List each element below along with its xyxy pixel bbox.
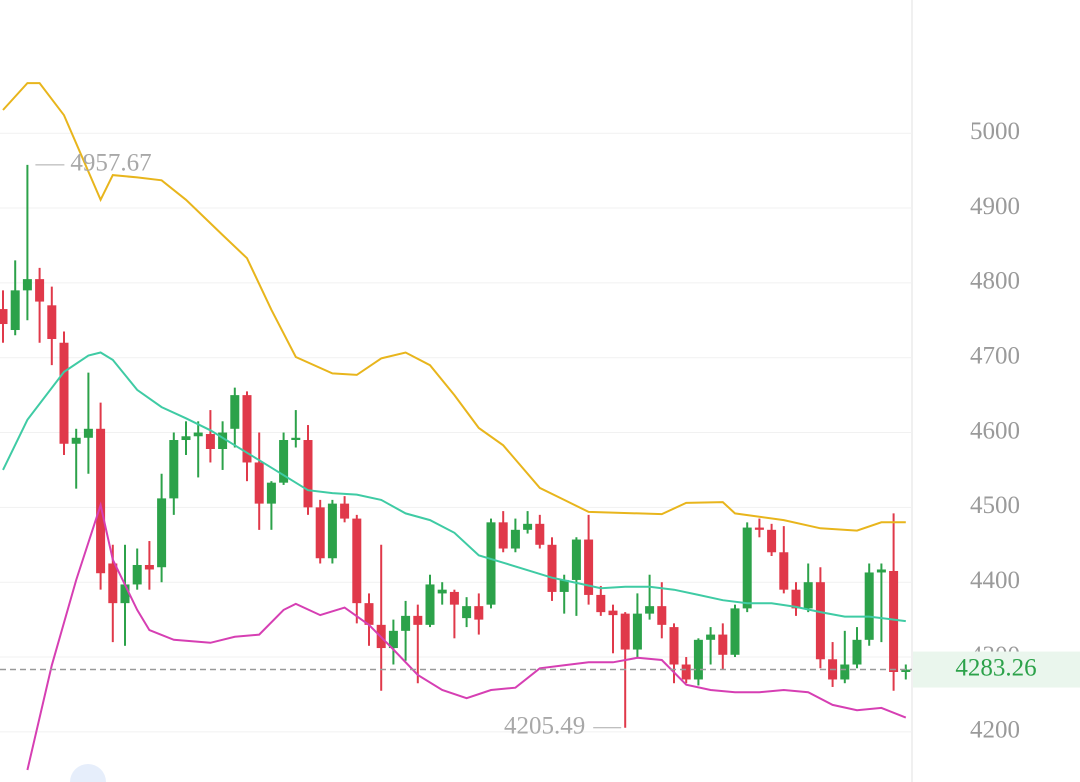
candle-body bbox=[193, 432, 203, 437]
candle-body bbox=[718, 634, 728, 655]
candle-body bbox=[132, 564, 142, 585]
candle-body bbox=[486, 522, 496, 605]
candle-body bbox=[632, 613, 642, 650]
last-price-label: 4283.26 bbox=[955, 654, 1036, 681]
candle-body bbox=[571, 539, 581, 580]
candle-body bbox=[291, 437, 301, 441]
candle-body bbox=[96, 428, 106, 574]
indicator-line bbox=[2, 351, 906, 623]
candle-body bbox=[803, 582, 813, 609]
candle-body bbox=[791, 589, 801, 609]
y-tick-label: 4600 bbox=[970, 417, 1020, 444]
candle-body bbox=[864, 572, 874, 640]
candle-body bbox=[742, 527, 752, 609]
candle-body bbox=[364, 603, 374, 625]
candle-body bbox=[510, 529, 520, 549]
low-label: 4205.49 bbox=[504, 712, 585, 739]
candle-body bbox=[120, 584, 130, 604]
indicator-line bbox=[26, 501, 907, 771]
candle-body bbox=[449, 591, 459, 605]
candle-body bbox=[608, 610, 618, 616]
candle-body bbox=[779, 552, 789, 590]
plot-area bbox=[0, 82, 912, 771]
y-tick-label: 4200 bbox=[970, 717, 1020, 744]
candle-body bbox=[889, 570, 899, 672]
candle-body bbox=[47, 305, 57, 339]
candle-body bbox=[876, 569, 886, 573]
candle-body bbox=[620, 613, 630, 650]
candle-body bbox=[474, 606, 484, 620]
candle-body bbox=[327, 503, 337, 559]
candle-body bbox=[840, 664, 850, 680]
indicator-line bbox=[2, 82, 906, 532]
y-tick-label: 4900 bbox=[970, 193, 1020, 220]
candle-body bbox=[681, 664, 691, 680]
candle-body bbox=[266, 482, 276, 504]
candle-body bbox=[413, 615, 423, 625]
candle-body bbox=[815, 582, 825, 660]
candle-body bbox=[230, 395, 240, 429]
y-tick-label: 4400 bbox=[970, 567, 1020, 594]
candle-body bbox=[559, 579, 569, 592]
candle-body bbox=[754, 527, 764, 530]
candle-body bbox=[645, 606, 655, 614]
candle-body bbox=[340, 503, 350, 519]
candle-body bbox=[254, 462, 264, 504]
candle-body bbox=[767, 529, 777, 553]
candle-body bbox=[706, 634, 716, 640]
candle-body bbox=[730, 608, 740, 655]
candle-body bbox=[71, 437, 81, 444]
candle-body bbox=[437, 589, 447, 594]
candle-body bbox=[596, 594, 606, 613]
y-tick-label: 5000 bbox=[970, 118, 1020, 145]
candle-body bbox=[169, 440, 179, 499]
candle-body bbox=[279, 440, 289, 483]
y-tick-label: 4800 bbox=[970, 268, 1020, 295]
candle-body bbox=[35, 279, 45, 302]
candle-body bbox=[10, 290, 20, 331]
candle-body bbox=[401, 615, 411, 631]
candle-body bbox=[462, 606, 472, 619]
candle-body bbox=[0, 309, 8, 325]
candle-body bbox=[218, 432, 228, 449]
candle-body bbox=[901, 669, 911, 672]
candle-body bbox=[181, 436, 191, 441]
last-price-box bbox=[913, 651, 1080, 688]
y-tick-label: 4700 bbox=[970, 342, 1020, 369]
candle-body bbox=[242, 395, 252, 463]
candle-body bbox=[108, 563, 118, 604]
candle-body bbox=[547, 544, 557, 592]
candle-body bbox=[584, 539, 594, 595]
icon bbox=[70, 764, 106, 782]
candle-body bbox=[144, 564, 154, 570]
candle-body bbox=[303, 440, 313, 508]
candle-body bbox=[388, 630, 398, 649]
candle-body bbox=[657, 606, 667, 625]
candle-body bbox=[22, 279, 32, 291]
candle-body bbox=[157, 498, 167, 568]
y-tick-label: 4500 bbox=[970, 492, 1020, 519]
candle-body bbox=[315, 507, 325, 559]
candle-body bbox=[669, 627, 679, 665]
candle-body bbox=[205, 434, 215, 449]
candle-body bbox=[535, 523, 545, 545]
candle-body bbox=[693, 639, 703, 680]
candle-body bbox=[523, 523, 533, 530]
candle-body bbox=[59, 342, 69, 444]
candle-body bbox=[852, 639, 862, 665]
candle-body bbox=[498, 522, 508, 549]
candle-body bbox=[352, 518, 362, 604]
candle-body bbox=[83, 428, 93, 438]
candle-body bbox=[425, 584, 435, 625]
high-label: 4957.67 bbox=[70, 150, 151, 177]
